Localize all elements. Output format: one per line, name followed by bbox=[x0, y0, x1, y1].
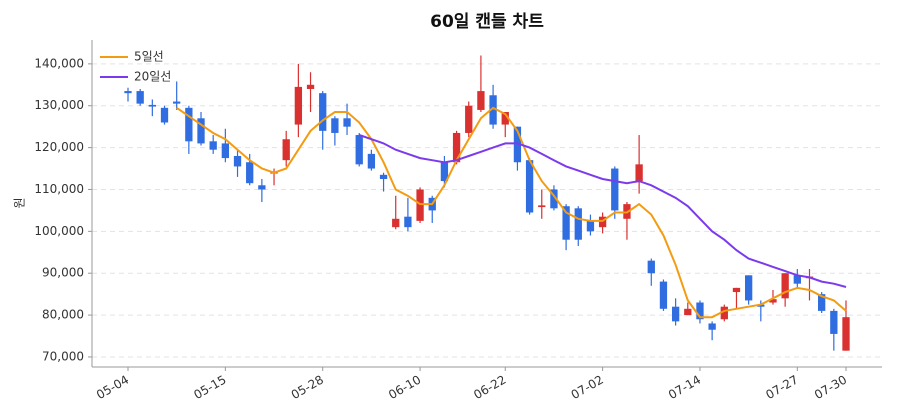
candle-body bbox=[367, 153, 376, 169]
candle-body bbox=[525, 160, 534, 213]
candle-body bbox=[744, 275, 753, 301]
x-tick-label: 05-15 bbox=[191, 373, 228, 403]
candle-body bbox=[550, 189, 558, 209]
candle-body bbox=[659, 281, 668, 309]
legend-label: 5일선 bbox=[134, 50, 164, 64]
candle-body bbox=[173, 101, 181, 104]
candle-body bbox=[148, 104, 156, 107]
candle-body bbox=[282, 139, 290, 161]
candle-body bbox=[635, 164, 643, 182]
candle-body bbox=[355, 135, 363, 165]
candle-body bbox=[197, 118, 205, 144]
candle-body bbox=[793, 275, 801, 284]
candle-body bbox=[489, 95, 497, 125]
candle-body bbox=[501, 112, 509, 125]
candle-body bbox=[465, 105, 473, 133]
x-tick-label: 07-02 bbox=[569, 373, 606, 403]
x-tick-label: 07-30 bbox=[812, 373, 849, 403]
y-tick-label: 100,000 bbox=[34, 224, 84, 238]
x-tick-label: 06-10 bbox=[386, 373, 423, 403]
y-tick-label: 130,000 bbox=[34, 98, 84, 112]
y-tick-label: 110,000 bbox=[34, 182, 84, 196]
ma-line bbox=[176, 106, 847, 319]
y-tick-label: 90,000 bbox=[42, 266, 84, 280]
y-tick-label: 140,000 bbox=[34, 56, 84, 70]
candle-body bbox=[598, 216, 607, 228]
candle-body bbox=[185, 107, 193, 142]
candle-body bbox=[818, 294, 826, 311]
candle-body bbox=[258, 185, 266, 190]
candle-body bbox=[781, 273, 789, 299]
candle-body bbox=[842, 317, 850, 351]
candle-body bbox=[246, 162, 254, 184]
candle-body bbox=[209, 141, 217, 150]
candle-body bbox=[574, 208, 582, 240]
candle-body bbox=[538, 205, 546, 208]
y-tick-label: 120,000 bbox=[34, 140, 84, 154]
candle-body bbox=[732, 287, 741, 293]
candle-body bbox=[136, 91, 144, 104]
candle-body bbox=[757, 304, 765, 307]
chart-title: 60일 캔들 차트 bbox=[430, 12, 544, 32]
y-axis-label: 원 bbox=[13, 197, 27, 208]
candle-body bbox=[647, 260, 655, 274]
candle-body bbox=[343, 118, 351, 127]
candle-body bbox=[720, 306, 728, 320]
x-tick-label: 07-14 bbox=[666, 373, 703, 403]
candle-body bbox=[221, 143, 230, 159]
x-tick-label: 07-27 bbox=[763, 373, 800, 403]
candle-body bbox=[708, 323, 716, 330]
candle-body bbox=[404, 216, 412, 228]
candle-body bbox=[684, 308, 692, 316]
candle-body bbox=[160, 107, 169, 123]
x-tick-label: 05-04 bbox=[94, 373, 131, 403]
candle-body bbox=[830, 310, 838, 334]
candle-body bbox=[477, 91, 485, 110]
candle-body bbox=[769, 299, 777, 303]
candle-body bbox=[416, 189, 424, 221]
candle-body bbox=[379, 174, 388, 180]
candle-body bbox=[331, 118, 339, 133]
ma-line bbox=[358, 134, 847, 288]
candle-body bbox=[611, 168, 619, 211]
candle-body bbox=[452, 132, 461, 163]
candle-body bbox=[306, 84, 315, 89]
candle-body bbox=[586, 220, 595, 232]
candle-body bbox=[440, 162, 449, 182]
candle-body bbox=[392, 218, 400, 228]
candle-body bbox=[294, 86, 303, 125]
legend-label: 20일선 bbox=[134, 70, 171, 84]
candle-body bbox=[696, 302, 704, 320]
candle-body bbox=[319, 93, 327, 131]
candle-body bbox=[671, 306, 680, 322]
x-tick-label: 05-28 bbox=[289, 373, 326, 403]
y-tick-label: 70,000 bbox=[42, 349, 84, 363]
x-tick-label: 06-22 bbox=[471, 373, 508, 403]
candle-body bbox=[233, 155, 242, 167]
candle-body bbox=[562, 206, 570, 240]
y-tick-label: 80,000 bbox=[42, 308, 84, 322]
candle-body bbox=[124, 91, 132, 94]
